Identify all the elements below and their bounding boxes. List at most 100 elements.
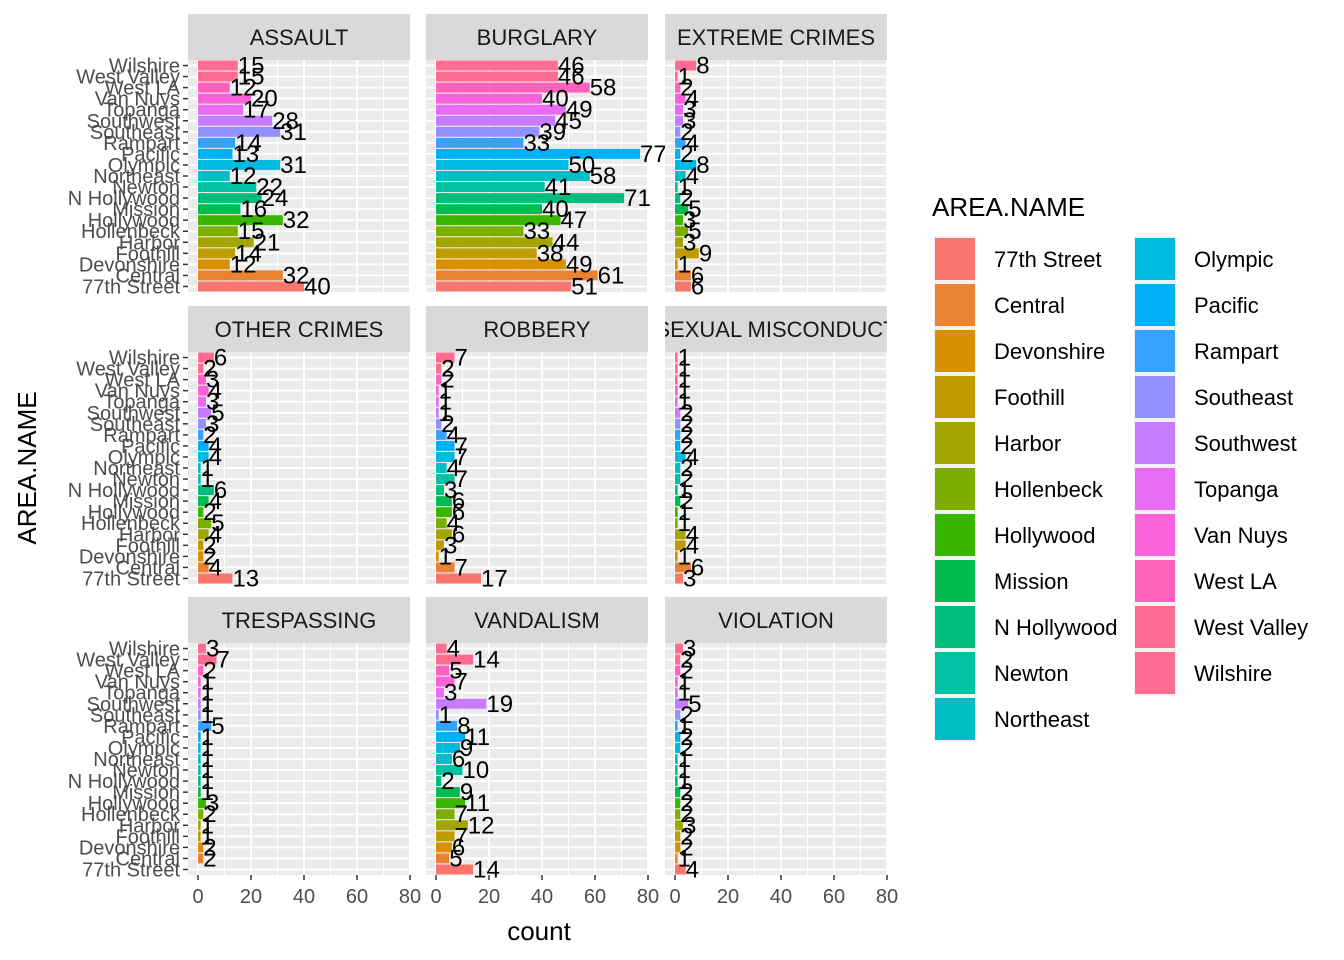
bar <box>198 440 209 451</box>
bar-value-label: 2 <box>441 356 454 383</box>
bar-value-label: 2 <box>680 724 693 751</box>
bar <box>198 698 201 709</box>
bar-value-label: 1 <box>439 389 452 416</box>
bar-value-label: 1 <box>439 543 452 570</box>
bar-value-label: 1 <box>201 735 214 762</box>
bar <box>436 731 466 742</box>
x-tick-label: 40 <box>531 886 553 908</box>
bar <box>675 115 683 126</box>
bar <box>675 418 681 429</box>
facet-strip <box>665 597 887 643</box>
y-tick-label: Hollenbeck <box>81 804 181 826</box>
bar <box>436 352 455 363</box>
legend-label: Harbor <box>994 431 1061 456</box>
bar <box>198 93 251 104</box>
bar <box>675 429 681 440</box>
bar-value-label: 1 <box>678 768 691 795</box>
bar <box>675 754 678 764</box>
legend-label: West LA <box>1194 569 1277 594</box>
bar-value-label: 32 <box>283 207 310 234</box>
legend-swatch <box>1135 422 1175 464</box>
bar-value-label: 2 <box>680 658 693 685</box>
bar-value-label: 1 <box>678 378 691 405</box>
y-tick-label: 77th Street <box>82 276 180 298</box>
bar-value-label: 9 <box>699 240 712 267</box>
bar-value-label: 1 <box>201 680 214 707</box>
bar <box>198 654 217 665</box>
bar <box>198 104 244 115</box>
bar <box>198 485 214 496</box>
bar <box>675 864 686 875</box>
bar-value-label: 2 <box>203 658 216 685</box>
bar-value-label: 4 <box>209 444 222 471</box>
bar <box>198 148 233 159</box>
bar-value-label: 2 <box>441 411 454 438</box>
bar-value-label: 5 <box>211 713 224 740</box>
bar <box>198 407 212 418</box>
bar <box>198 451 209 462</box>
facet-strip <box>665 14 887 60</box>
bar <box>675 93 686 104</box>
legend-label: Central <box>994 293 1065 318</box>
bar-value-label: 2 <box>680 488 693 515</box>
y-tick-label: Van Nuys <box>95 89 180 111</box>
bar-value-label: 41 <box>545 174 572 201</box>
y-tick-label: Devonshire <box>79 546 180 568</box>
legend-label: Southeast <box>1194 385 1293 410</box>
bar-value-label: 2 <box>680 422 693 449</box>
bar <box>675 474 681 485</box>
bar-value-label: 1 <box>678 64 691 91</box>
bar <box>198 643 206 654</box>
bar-value-label: 1 <box>439 400 452 427</box>
bar <box>436 171 590 181</box>
bar <box>436 270 598 281</box>
bar <box>198 831 201 842</box>
bar-value-label: 6 <box>452 834 465 861</box>
bar-value-label: 13 <box>232 565 259 592</box>
bar-value-label: 2 <box>203 499 216 526</box>
bar-value-label: 3 <box>683 207 696 234</box>
legend-label: Mission <box>994 569 1069 594</box>
x-tick-label: 60 <box>584 886 606 908</box>
bar <box>198 842 204 853</box>
bar-value-label: 49 <box>566 97 593 124</box>
y-tick-label: Topanga <box>103 100 181 122</box>
x-tick-label: 40 <box>770 886 792 908</box>
bar <box>675 148 681 159</box>
legend-item: Southwest <box>1134 420 1297 466</box>
y-tick-label: Northeast <box>93 458 180 480</box>
bar-value-label: 2 <box>680 823 693 850</box>
bar-value-label: 2 <box>680 702 693 729</box>
y-tick-label: Devonshire <box>79 837 180 859</box>
bar <box>675 204 689 215</box>
bar <box>436 126 540 137</box>
y-tick-label: Central <box>116 848 180 870</box>
facet-title: VANDALISM <box>474 608 600 633</box>
bar-value-label: 16 <box>240 196 267 223</box>
bar-value-label: 61 <box>598 262 625 289</box>
bar-value-label: 3 <box>683 229 696 256</box>
bar-value-label: 10 <box>463 757 490 784</box>
y-tick-label: 77th Street <box>82 859 180 881</box>
bar <box>675 831 681 842</box>
bar <box>198 687 201 698</box>
x-tick-label: 0 <box>430 886 441 908</box>
legend-item: 77th Street <box>934 236 1102 282</box>
bar <box>198 765 201 776</box>
bar <box>675 159 697 170</box>
bar-value-label: 2 <box>680 411 693 438</box>
bar-value-label: 44 <box>553 229 580 256</box>
bar <box>675 665 681 676</box>
bar <box>675 396 678 407</box>
legend-swatch <box>935 330 975 372</box>
bar-value-label: 7 <box>455 444 468 471</box>
y-tick-label: Hollenbeck <box>81 513 181 535</box>
y-tick-label: Rampart <box>103 425 180 447</box>
bar <box>198 429 204 440</box>
bar-value-label: 1 <box>678 680 691 707</box>
bar <box>198 551 204 562</box>
